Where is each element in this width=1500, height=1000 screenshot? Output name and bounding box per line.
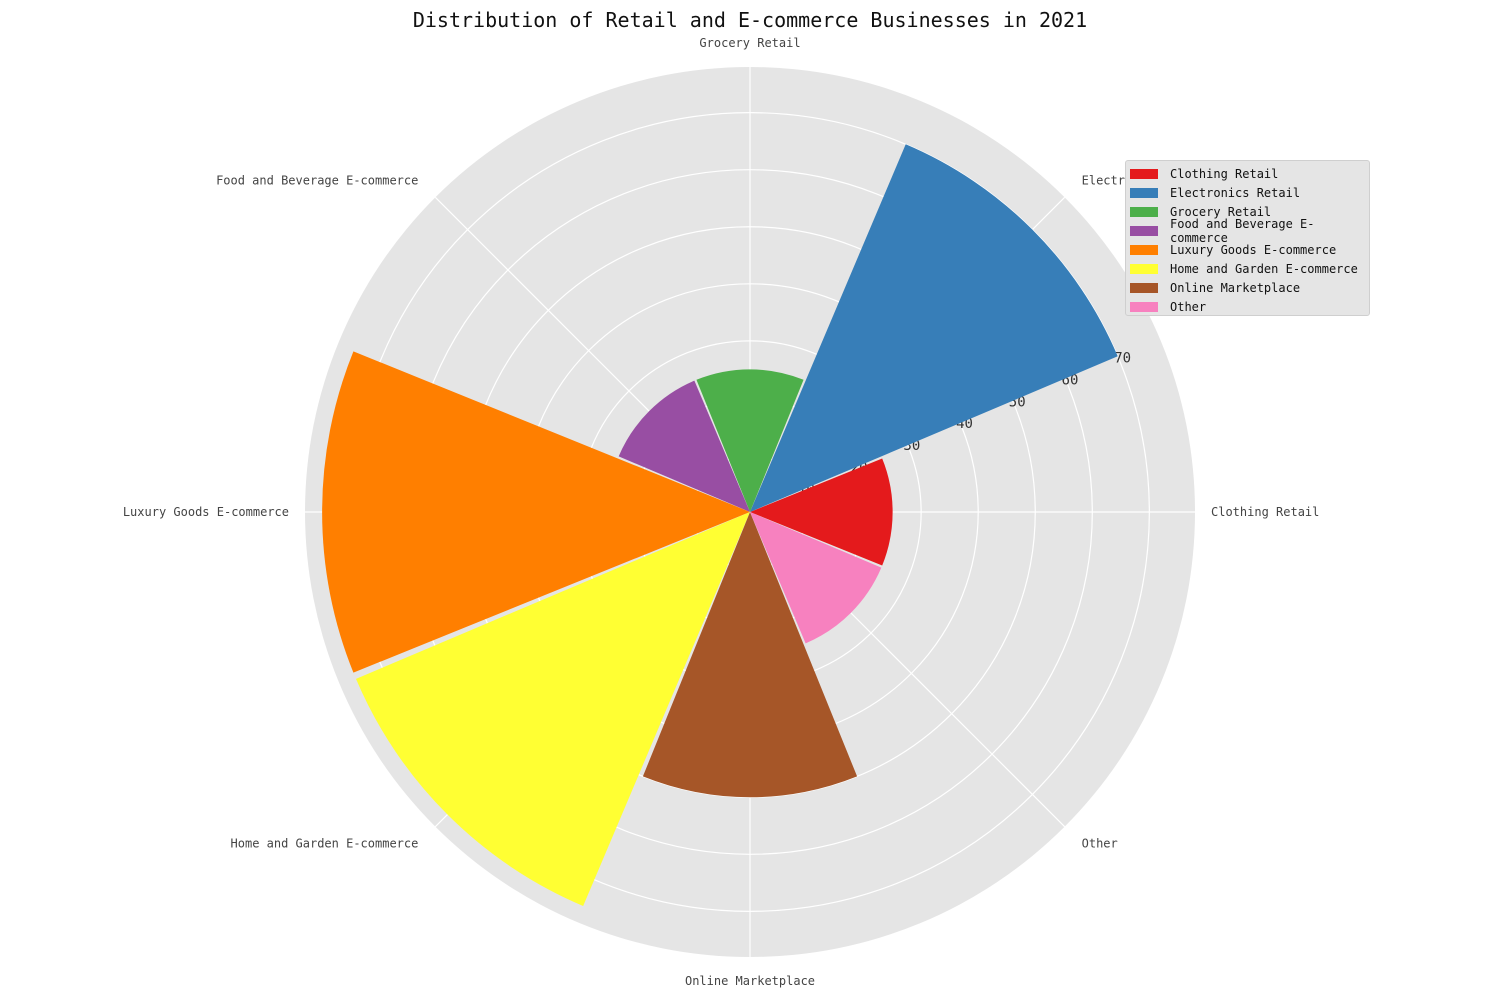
legend-label: Other [1170, 299, 1207, 314]
category-label: Home and Garden E-commerce [231, 837, 419, 851]
legend-swatch [1130, 187, 1158, 198]
wedge-food-and-beverage-e-commerce [618, 380, 750, 512]
legend-item: Food and Beverage E-commerce [1130, 217, 1365, 245]
legend-swatch [1130, 244, 1158, 255]
legend: Clothing Retail Electronics Retail Grocery… [1125, 160, 1370, 316]
legend-label: Home and Garden E-commerce [1170, 261, 1358, 276]
legend-label: Food and Beverage E-commerce [1170, 216, 1315, 245]
legend-item: Electronics Retail [1130, 183, 1365, 202]
legend-label: Electronics Retail [1170, 185, 1301, 200]
category-label: Grocery Retail [699, 36, 800, 50]
wedge-grocery-retail [696, 369, 804, 512]
category-label: Other [1082, 837, 1118, 851]
wedge-clothing-retail [750, 458, 893, 566]
legend-label: Grocery Retail [1170, 204, 1272, 219]
chart-title: Distribution of Retail and E-commerce Bu… [412, 8, 1088, 32]
legend-item: Clothing Retail [1130, 164, 1365, 183]
radial-tick-label: 70 [1114, 351, 1131, 367]
legend-item: Grocery Retail [1130, 202, 1365, 221]
legend-swatch [1130, 282, 1158, 293]
category-label: Online Marketplace [685, 974, 815, 988]
wedge-home-and-garden-e-commerce [355, 512, 750, 907]
legend-item: Online Marketplace [1130, 278, 1365, 297]
wedge-luxury-goods-e-commerce [322, 351, 750, 673]
wedge-other [750, 512, 882, 644]
legend-swatch [1130, 168, 1158, 179]
legend-label: Online Marketplace [1170, 280, 1301, 295]
legend-item: Luxury Goods E-commerce [1130, 240, 1365, 259]
wedge-online-marketplace [642, 512, 858, 798]
category-label: Clothing Retail [1211, 505, 1319, 519]
legend-swatch [1130, 206, 1158, 217]
legend-swatch [1130, 301, 1158, 312]
legend-swatch [1130, 263, 1158, 274]
legend-label: Clothing Retail [1170, 166, 1279, 181]
legend-item: Home and Garden E-commerce [1130, 259, 1365, 278]
wedge-electronics-retail [750, 144, 1118, 513]
category-label: Food and Beverage E-commerce [216, 173, 418, 187]
legend-item: Other [1130, 297, 1365, 316]
legend-swatch [1130, 225, 1158, 236]
legend-label: Luxury Goods E-commerce [1170, 242, 1337, 257]
category-label: Luxury Goods E-commerce [123, 505, 289, 519]
